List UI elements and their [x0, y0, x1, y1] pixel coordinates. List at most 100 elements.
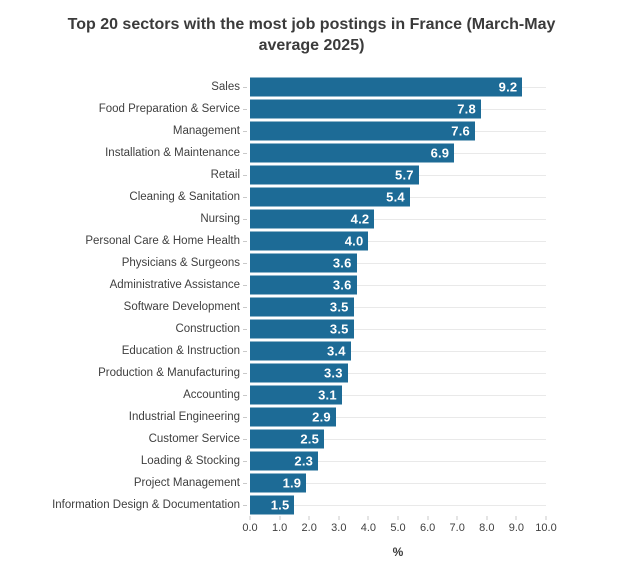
gridline [250, 219, 546, 220]
bar-row: Management 7.6 [0, 120, 623, 142]
bar-row: Administrative Assistance 3.6 [0, 274, 623, 296]
bar-value-label: 3.4 [326, 343, 346, 359]
category-label: Industrial Engineering [128, 411, 240, 423]
x-tick-mark [397, 516, 399, 520]
bar-value-label: 7.8 [457, 101, 476, 117]
bar-track: 1.9 [250, 472, 546, 494]
bar-track: 4.0 [250, 230, 546, 252]
bar: 3.1 [250, 385, 342, 405]
bar-row: Education & Instruction 3.4 [0, 340, 623, 362]
category-label: Physicians & Surgeons [121, 257, 240, 269]
bar: 5.4 [250, 187, 410, 207]
category-label: Project Management [133, 477, 240, 489]
x-tick-mark [545, 516, 547, 520]
y-tick-mark [243, 262, 247, 264]
y-tick-mark [243, 328, 247, 330]
bar-row: Sales 9.2 [0, 76, 623, 98]
bar: 2.3 [250, 451, 319, 471]
bar-track: 2.3 [250, 450, 546, 472]
bar-track: 2.5 [250, 428, 546, 450]
x-tick-mark [308, 516, 310, 520]
bar-track: 7.6 [250, 120, 546, 142]
bar: 3.3 [250, 363, 348, 383]
x-tick-label: 5.0 [390, 522, 406, 534]
bar-value-label: 6.9 [430, 145, 450, 161]
x-tick-mark [515, 516, 517, 520]
x-tick-mark [338, 516, 340, 520]
gridline [250, 439, 546, 440]
category-label: Accounting [183, 389, 240, 401]
y-tick-mark [243, 174, 247, 176]
bar-row: Industrial Engineering 2.9 [0, 406, 623, 428]
category-label: Management [172, 125, 240, 137]
y-tick-mark [243, 460, 247, 462]
bar-track: 9.2 [250, 76, 546, 98]
bar-row: Software Development 3.5 [0, 296, 623, 318]
y-tick-mark [243, 86, 247, 88]
bar: 3.6 [250, 275, 357, 295]
bar-row: Information Design & Documentation 1.5 [0, 494, 623, 516]
bar-track: 3.1 [250, 384, 546, 406]
gridline [250, 241, 546, 242]
bar-track: 3.3 [250, 362, 546, 384]
x-tick-label: 3.0 [331, 522, 347, 534]
bar-row: Physicians & Surgeons 3.6 [0, 252, 623, 274]
y-tick-mark [243, 504, 247, 506]
bar-row: Food Preparation & Service 7.8 [0, 98, 623, 120]
bar-row: Nursing 4.2 [0, 208, 623, 230]
bar-row: Project Management 1.9 [0, 472, 623, 494]
bar-track: 3.6 [250, 252, 546, 274]
bar-value-label: 4.0 [344, 233, 364, 249]
bar-track: 7.8 [250, 98, 546, 120]
bar-row: Accounting 3.1 [0, 384, 623, 406]
bar: 2.9 [250, 407, 336, 427]
bar-row: Loading & Stocking 2.3 [0, 450, 623, 472]
bar-value-label: 2.9 [312, 409, 331, 425]
bar-row: Cleaning & Sanitation 5.4 [0, 186, 623, 208]
category-label: Retail [210, 169, 240, 181]
bar-value-label: 7.6 [451, 123, 470, 139]
bar: 2.5 [250, 429, 324, 449]
y-tick-mark [243, 350, 247, 352]
category-label: Software Development [123, 301, 240, 313]
bar-value-label: 3.3 [324, 365, 343, 381]
bar-track: 1.5 [250, 494, 546, 516]
chart-title: Top 20 sectors with the most job posting… [0, 14, 623, 56]
bar-row: Production & Manufacturing 3.3 [0, 362, 623, 384]
bar-value-label: 5.7 [395, 167, 414, 183]
bar-track: 6.9 [250, 142, 546, 164]
bar-track: 2.9 [250, 406, 546, 428]
x-tick-label: 10.0 [535, 522, 557, 534]
category-label: Installation & Maintenance [105, 147, 240, 159]
bar-value-label: 2.3 [294, 453, 314, 469]
bar-track: 5.7 [250, 164, 546, 186]
bar-track: 3.6 [250, 274, 546, 296]
bar-value-label: 9.2 [498, 79, 518, 95]
bar-value-label: 3.1 [318, 387, 337, 403]
y-tick-mark [243, 372, 247, 374]
bar-row: Installation & Maintenance 6.9 [0, 142, 623, 164]
bar-row: Retail 5.7 [0, 164, 623, 186]
gridline [250, 329, 546, 330]
bar: 4.2 [250, 209, 375, 229]
bar-track: 3.4 [250, 340, 546, 362]
bar-value-label: 5.4 [386, 189, 405, 205]
x-tick-label: 1.0 [271, 522, 288, 534]
bar: 4.0 [250, 231, 369, 251]
category-label: Construction [175, 323, 240, 335]
chart-plot-area: Sales 9.2 Food Preparation & Service 7.8 Man… [0, 76, 623, 516]
bar-track: 3.5 [250, 318, 546, 340]
x-tick-mark [367, 516, 369, 520]
x-axis-title: % [392, 545, 404, 559]
category-label: Food Preparation & Service [98, 103, 240, 115]
bar: 7.8 [250, 99, 481, 119]
category-label: Administrative Assistance [109, 279, 240, 291]
y-tick-mark [243, 130, 247, 132]
x-tick-label: 0.0 [242, 522, 258, 534]
bar: 7.6 [250, 121, 475, 141]
x-tick-label: 7.0 [449, 522, 465, 534]
bar-value-label: 2.5 [300, 431, 319, 447]
x-tick-label: 2.0 [301, 522, 317, 534]
x-tick-label: 9.0 [508, 522, 525, 534]
